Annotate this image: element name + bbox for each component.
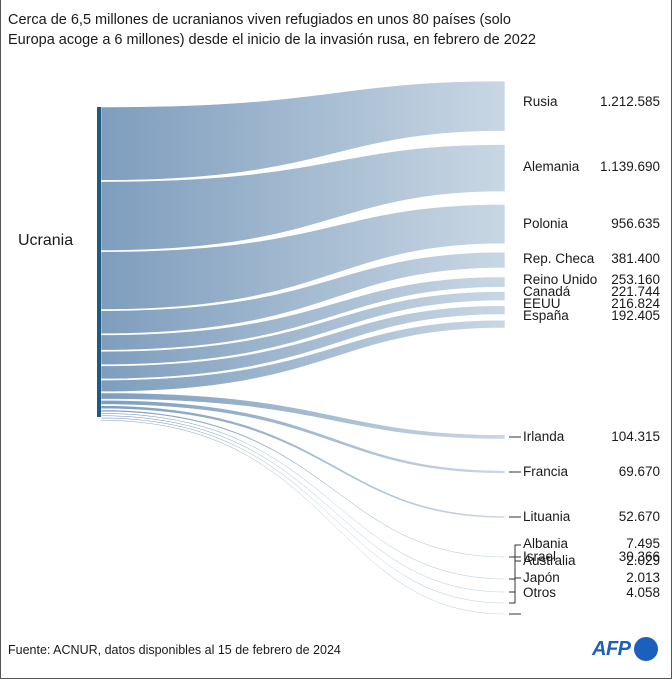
destination-value: 69.670 <box>618 464 660 479</box>
subtitle-line-2: Europa acoge a 6 millones) desde el inic… <box>8 32 536 48</box>
source-node-bar <box>97 107 101 417</box>
destination-name: Irlanda <box>523 429 565 444</box>
destination-value: 216.824 <box>611 296 660 311</box>
flow-rusia <box>100 80 506 181</box>
flow-australia <box>100 414 506 593</box>
destination-value: 104.315 <box>611 429 660 444</box>
destination-name: Otros <box>523 585 557 600</box>
flow-otros <box>100 419 506 615</box>
destination-name: Lituania <box>523 509 571 524</box>
afp-logo-text: AFP <box>592 637 631 660</box>
destination-value: 956.635 <box>611 216 660 231</box>
destination-name: Albania <box>523 536 569 551</box>
destination-name: Rusia <box>523 94 558 109</box>
flow-alemania <box>100 144 506 251</box>
subtitle: Cerca de 6,5 millones de ucranianos vive… <box>8 10 608 50</box>
flow-albania <box>100 412 506 580</box>
leader-bracket <box>509 577 521 604</box>
leader-bracket <box>509 560 521 593</box>
destination-name: Japón <box>523 570 560 585</box>
destination-value: 2.013 <box>626 570 660 585</box>
destination-name: Alemania <box>523 159 580 174</box>
source-node-label: Ucrania <box>18 232 74 249</box>
destination-name: Australia <box>523 553 576 568</box>
source-note: Fuente: ACNUR, datos disponibles al 15 d… <box>8 643 341 657</box>
destination-name: Francia <box>523 464 569 479</box>
destination-value: 1.212.585 <box>599 94 660 109</box>
destination-value: 381.400 <box>611 251 660 266</box>
destination-value: 1.139.690 <box>599 159 660 174</box>
destination-name: Rep. Checa <box>523 251 595 266</box>
flow-irlanda <box>100 392 506 440</box>
destination-name: EEUU <box>523 296 561 311</box>
flow-españa <box>100 319 506 392</box>
afp-logo-dot <box>633 637 658 661</box>
destination-value: 221.744 <box>611 284 660 299</box>
destination-value: 52.670 <box>618 509 660 524</box>
flow-polonia <box>100 203 506 310</box>
destination-name: Reino Unido <box>523 272 598 287</box>
destination-name: Polonia <box>523 216 569 231</box>
flow-israel <box>100 409 506 558</box>
afp-logo: AFP <box>592 636 658 662</box>
destination-value: 30.366 <box>618 549 660 564</box>
flow-eeuu <box>100 305 506 380</box>
destination-value: 2.029 <box>626 553 660 568</box>
flow-rep-checa <box>100 251 506 335</box>
flow-lituania <box>100 405 506 519</box>
flow-reino-unido <box>100 276 506 351</box>
destination-name: Israel <box>523 549 557 564</box>
subtitle-line-1: Cerca de 6,5 millones de ucranianos vive… <box>8 12 511 28</box>
flow-japón <box>100 417 506 604</box>
flow-canadá <box>100 291 506 366</box>
destination-value: 253.160 <box>611 272 660 287</box>
destination-value: 192.405 <box>611 308 660 323</box>
flow-francia <box>100 399 506 474</box>
destination-name: España <box>523 308 569 323</box>
destination-value: 7.495 <box>626 536 660 551</box>
destination-name: Canadá <box>523 284 571 299</box>
destination-value: 4.058 <box>626 585 660 600</box>
